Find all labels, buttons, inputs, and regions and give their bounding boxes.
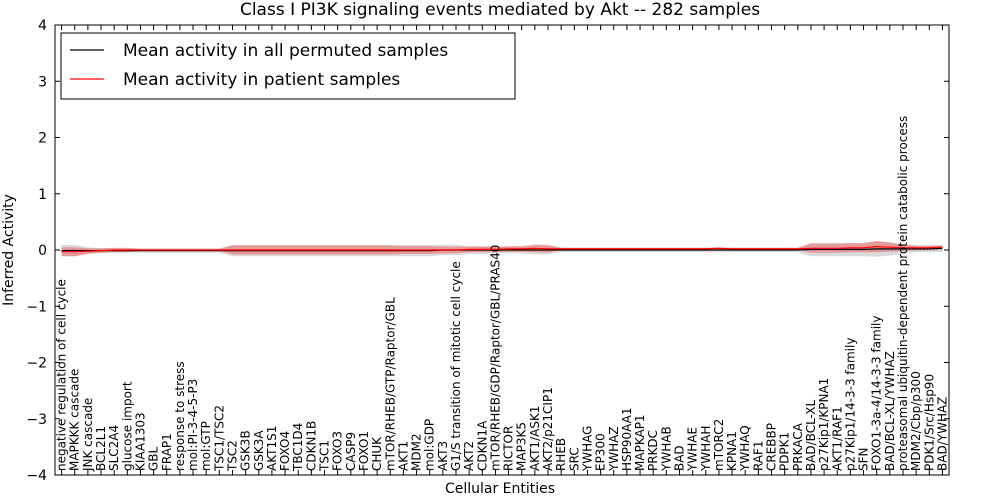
x-category-label: response to stress [173, 361, 187, 471]
legend-label-permuted: Mean activity in all permuted samples [123, 41, 448, 61]
x-category-label: AKT1/ASK1 [528, 406, 542, 471]
x-category-label: PRKDC [646, 430, 660, 471]
y-tick-label: 4 [38, 18, 47, 34]
x-category-label: FOXO1-3a-4/14-3-3 family [870, 316, 884, 472]
x-category-label: mTORC2 [712, 419, 726, 471]
x-category-label: AKT2/p21CIP1 [541, 387, 555, 471]
chart-title: Class I PI3K signaling events mediated b… [240, 0, 760, 20]
x-category-label: TSC1/TSC2 [212, 405, 226, 472]
x-category-label: KIAA1303 [134, 412, 148, 471]
plot-area: −4 −3 −2 −1 0 1 2 3 4 negative regulation of cell… [26, 18, 950, 484]
x-category-label: mTOR/RHEB/GTP/Raptor/GBL [383, 297, 397, 471]
y-tick-label: −2 [26, 356, 47, 372]
y-tick-label: 1 [38, 187, 47, 203]
x-category-label: KPNA1 [725, 431, 739, 471]
x-category-label: EP300 [594, 433, 608, 471]
x-axis-title: Cellular Entities [445, 481, 555, 497]
x-category-label: RICTOR [502, 426, 516, 471]
x-category-label: BCL2L1 [94, 426, 108, 471]
y-tick-label: −4 [26, 468, 47, 484]
x-category-label: negative regulation of cell cycle [55, 279, 69, 471]
x-category-label: YWHAH [699, 426, 713, 472]
y-tick-label: 3 [38, 74, 47, 90]
x-category-label: AKT1S1 [265, 426, 279, 471]
legend-box [60, 32, 516, 100]
x-category-label: GSK3B [239, 430, 253, 471]
legend: Mean activity in all permuted samples Me… [60, 32, 516, 100]
x-category-label: RAF1 [751, 440, 765, 471]
x-category-label: RHEB [554, 438, 568, 471]
x-category-label: PDK1/Src/Hsp90 [922, 374, 936, 471]
legend-label-patient: Mean activity in patient samples [123, 70, 400, 90]
x-category-label: p27Kip1/KPNA1 [817, 378, 831, 471]
x-category-label: AKT3 [436, 441, 450, 471]
y-tick-label: 2 [38, 131, 47, 147]
x-category-label: GBL [147, 446, 161, 471]
x-category-label: FOXO3 [331, 431, 345, 471]
x-category-label: JNK cascade [81, 398, 95, 472]
x-category-label: MDM2 [410, 433, 424, 471]
x-category-label: TBC1D4 [291, 423, 305, 472]
x-category-label: CASP9 [344, 432, 358, 471]
x-category-label: YWHAE [686, 427, 700, 472]
x-category-label: FRAP1 [160, 433, 174, 471]
y-tick-label: 0 [38, 243, 47, 259]
x-category-label: TSC1 [318, 440, 332, 472]
x-category-label: PRKACA [791, 422, 805, 471]
x-category-label: GSK3A [252, 430, 266, 471]
x-category-label: CREBBP [765, 423, 779, 471]
x-category-label: G1/S transition of mitotic cell cycle [449, 261, 463, 471]
series-line-patient [61, 245, 943, 253]
x-category-label: mol:PI-3-4-5-P3 [186, 379, 200, 471]
x-category-label: CHUK [370, 436, 384, 471]
x-category-label: MAPKAP1 [633, 414, 647, 471]
x-category-label: SFN [857, 447, 871, 471]
y-axis-title: Inferred Activity [1, 194, 17, 306]
x-category-label: mol:GTP [199, 421, 213, 471]
x-category-label: YWHAQ [738, 425, 752, 472]
x-category-label: CDKN1B [304, 421, 318, 471]
x-category-label: CDKN1A [475, 420, 489, 471]
x-category-label: mTOR/RHEB/GDP/Raptor/GBL/PRAS40 [488, 245, 502, 471]
y-tick-label: −1 [26, 299, 47, 315]
x-category-label: MAPKKK cascade [68, 369, 82, 471]
x-category-label: HSP90AA1 [620, 407, 634, 471]
y-tick-label: −3 [26, 412, 47, 428]
x-category-label: SRC [567, 447, 581, 471]
x-category-label: YWHAG [581, 426, 595, 473]
x-category-label: SLC2A4 [107, 425, 121, 471]
x-category-label: proteasomal ubiquitin-dependent protein … [896, 116, 910, 471]
x-category-label: YWHAB [659, 426, 673, 472]
x-category-label: AKT1/RAF1 [830, 406, 844, 471]
x-category-label: AKT1 [396, 441, 410, 471]
x-category-label: BAD/BCL-XL [804, 399, 818, 471]
x-category-label: glucose import [120, 381, 134, 471]
x-category-label: MAP3K5 [515, 422, 529, 471]
x-category-label: p27Kip1/14-3-3 family [843, 338, 857, 471]
x-category-label: BAD/BCL-XL/YWHAZ [883, 351, 897, 471]
x-category-label: BAD [673, 445, 687, 471]
x-category-label: mol:GDP [423, 419, 437, 471]
x-category-label: YWHAZ [607, 426, 621, 472]
x-category-label: BAD/YWHAZ [935, 397, 949, 471]
x-category-label: AKT2 [462, 441, 476, 471]
x-category-label: MDM2/Cbp/p300 [909, 371, 923, 471]
x-category-label: TSC2 [226, 440, 240, 472]
x-category-label: PDPK1 [778, 432, 792, 471]
x-category-label: FOXO4 [278, 431, 292, 471]
x-category-label: FOXO1 [357, 431, 371, 471]
